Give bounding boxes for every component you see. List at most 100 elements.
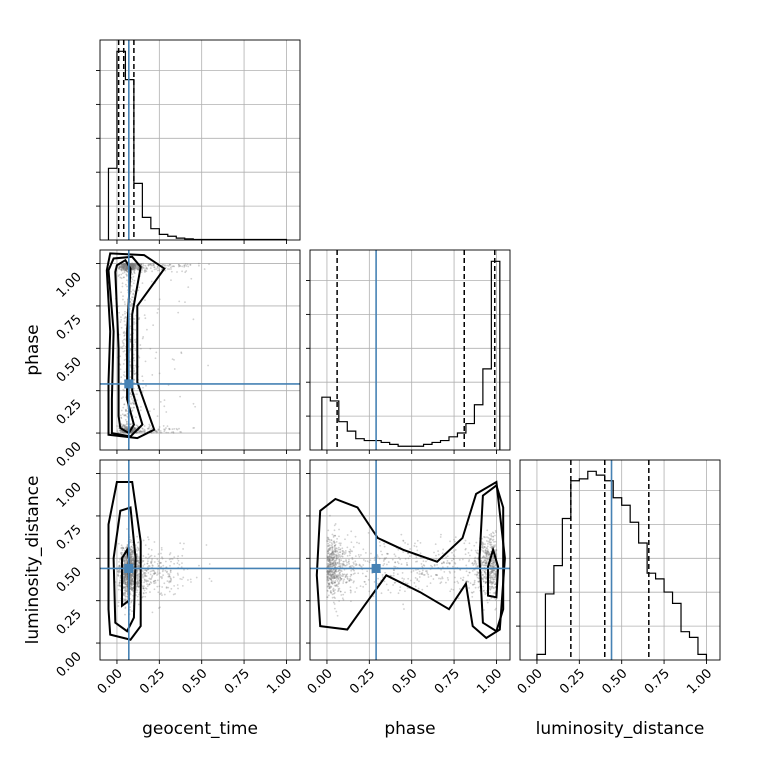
sample-point — [131, 273, 134, 276]
x-tick-label: 0.00 — [515, 666, 546, 697]
sample-point — [120, 326, 123, 329]
sample-point — [129, 300, 132, 303]
sample-point — [130, 553, 132, 556]
sample-point — [135, 399, 138, 402]
sample-point — [136, 599, 139, 602]
sample-point — [126, 573, 129, 576]
sample-point — [132, 558, 135, 561]
sample-point — [349, 575, 352, 578]
sample-point — [132, 266, 135, 269]
sample-point — [171, 358, 174, 360]
sample-point — [151, 564, 154, 567]
sample-point — [159, 593, 162, 596]
sample-point — [327, 573, 330, 576]
sample-point — [120, 273, 123, 276]
sample-point — [124, 310, 126, 313]
sample-point — [475, 541, 478, 544]
sample-point — [483, 570, 486, 573]
sample-point — [135, 582, 138, 585]
sample-point — [134, 267, 137, 270]
sample-point — [492, 555, 495, 558]
sample-point — [328, 539, 331, 541]
sample-point — [348, 560, 350, 563]
sample-point — [130, 562, 133, 565]
sample-point — [157, 565, 160, 567]
sample-point — [131, 263, 133, 266]
sample-point — [124, 589, 126, 592]
sample-point — [335, 583, 338, 586]
sample-point — [125, 425, 128, 428]
sample-point — [333, 581, 336, 584]
sample-point — [124, 581, 127, 584]
sample-point — [121, 267, 124, 270]
sample-point — [125, 409, 128, 412]
sample-point — [477, 552, 480, 555]
sample-point — [490, 581, 493, 584]
sample-point — [132, 264, 134, 267]
sample-point — [173, 585, 176, 587]
sample-point — [130, 579, 132, 582]
sample-point — [133, 264, 136, 266]
sample-point — [153, 268, 156, 271]
sample-point — [476, 566, 479, 568]
sample-point — [131, 581, 134, 583]
sample-point — [123, 265, 125, 268]
sample-point — [152, 431, 155, 434]
sample-point — [123, 593, 125, 596]
sample-point — [393, 569, 396, 572]
sample-point — [130, 559, 133, 561]
sample-point — [484, 559, 487, 562]
sample-point — [342, 582, 345, 584]
sample-point — [477, 564, 480, 567]
sample-point — [333, 545, 336, 548]
sample-point — [491, 557, 494, 560]
sample-point — [125, 575, 127, 578]
sample-point — [136, 578, 139, 581]
sample-point — [391, 558, 394, 561]
sample-point — [124, 572, 126, 575]
sample-point — [327, 564, 330, 567]
sample-point — [122, 264, 125, 266]
sample-point — [124, 557, 127, 560]
sample-point — [177, 555, 180, 558]
sample-point — [125, 269, 128, 272]
x-tick-label: 0.75 — [222, 666, 253, 697]
sample-point — [328, 558, 331, 560]
sample-point — [155, 430, 158, 433]
sample-point — [116, 570, 119, 573]
sample-point — [340, 570, 343, 573]
sample-point — [328, 554, 331, 557]
sample-point — [125, 425, 128, 428]
sample-point — [483, 589, 485, 592]
sample-point — [135, 263, 138, 266]
sample-point — [338, 528, 340, 531]
sample-point — [335, 557, 338, 560]
sample-point — [349, 578, 352, 581]
sample-point — [326, 566, 329, 569]
sample-point — [129, 264, 132, 266]
sample-point — [493, 557, 495, 560]
sample-point — [480, 561, 483, 564]
sample-point — [134, 427, 136, 430]
sample-point — [334, 570, 337, 573]
sample-point — [147, 560, 149, 563]
sample-point — [492, 578, 495, 581]
sample-point — [138, 286, 141, 289]
sample-point — [133, 272, 136, 275]
sample-point — [131, 262, 133, 265]
sample-point — [151, 570, 153, 572]
sample-point — [156, 431, 159, 434]
sample-point — [481, 578, 484, 581]
sample-point — [406, 563, 408, 566]
sample-point — [484, 543, 486, 546]
sample-point — [137, 565, 140, 567]
sample-point — [134, 265, 137, 268]
sample-point — [136, 573, 139, 576]
sample-point — [492, 535, 495, 538]
sample-point — [130, 262, 133, 265]
sample-point — [138, 356, 141, 359]
sample-point — [490, 571, 493, 574]
sample-point — [171, 428, 174, 431]
sample-point — [333, 548, 336, 551]
